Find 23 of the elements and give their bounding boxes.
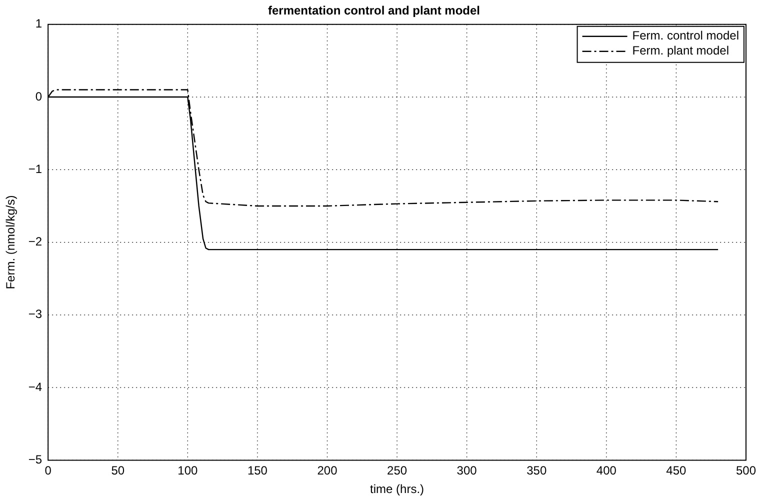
y-tick-label: −5 <box>28 452 42 467</box>
x-tick-label: 450 <box>666 464 687 478</box>
y-axis-title: Ferm. (nmol/kg/s) <box>4 195 18 290</box>
y-tick-label: 1 <box>35 16 42 31</box>
x-tick-label: 150 <box>247 464 268 478</box>
x-tick-label: 300 <box>456 464 478 478</box>
x-tick-label: 50 <box>111 464 125 478</box>
y-tick-label: −1 <box>28 162 42 176</box>
x-tick-label: 0 <box>44 464 52 478</box>
x-tick-label: 200 <box>317 464 338 478</box>
y-tick-label: −4 <box>28 380 42 394</box>
legend-label: Ferm. plant model <box>632 44 729 58</box>
y-tick-label: 0 <box>35 89 42 104</box>
x-tick-label: 250 <box>387 464 408 478</box>
x-tick-label: 400 <box>596 464 617 478</box>
x-axis-title: time (hrs.) <box>370 482 424 496</box>
legend-label: Ferm. control model <box>632 28 739 43</box>
x-tick-label: 350 <box>526 464 547 478</box>
x-tick-label: 500 <box>736 464 756 478</box>
y-tick-label: −2 <box>28 234 42 249</box>
x-tick-label: 100 <box>178 464 198 478</box>
chart-title: fermentation control and plant model <box>268 4 480 18</box>
y-tick-label: −3 <box>28 307 42 322</box>
